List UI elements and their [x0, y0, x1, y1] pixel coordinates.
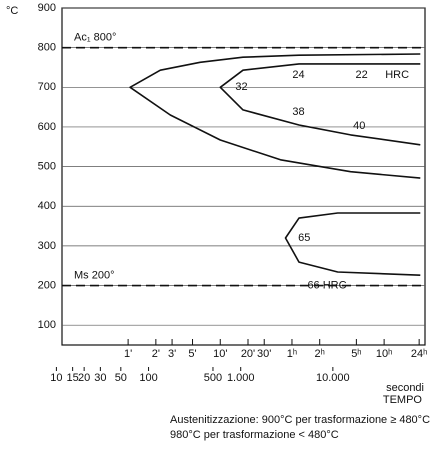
x-tick-label: 50 — [115, 372, 127, 384]
x-tick-label: 15 — [67, 372, 79, 384]
annotation: 40 — [353, 120, 365, 132]
x-tick-label: 2' — [152, 348, 160, 360]
y-tick-label: 600 — [38, 121, 56, 133]
y-tick-label: 100 — [38, 319, 56, 331]
note: 980°C per trasformazione < 480°C — [170, 429, 339, 441]
annotation: HRC — [385, 69, 409, 81]
x-tick-label: 24ʰ — [411, 348, 427, 360]
x-tick-label: 10 — [50, 372, 62, 384]
y-axis-label: °C — [6, 5, 18, 17]
annotation: 24 — [292, 69, 304, 81]
y-tick-label: 700 — [38, 81, 56, 93]
plot-frame — [61, 7, 426, 346]
x-tick-label: 5' — [188, 348, 196, 360]
x-tick-label: 10ʰ — [376, 348, 392, 360]
x-tick-label: 20' — [241, 348, 255, 360]
x-axis-title: TEMPO — [383, 394, 423, 406]
curve — [129, 53, 421, 179]
annotation: 38 — [292, 106, 304, 118]
x-tick-label: 10.000 — [316, 372, 350, 384]
y-tick-label: 400 — [38, 200, 56, 212]
annotation: 65 — [298, 232, 310, 244]
curve — [284, 212, 421, 276]
x-axis-label: secondi — [386, 382, 424, 394]
x-tick-label: 20 — [78, 372, 90, 384]
reference-label: Ac₁ 800° — [74, 32, 116, 44]
x-tick-label: 100 — [139, 372, 157, 384]
annotation: 22 — [355, 69, 367, 81]
x-tick-label: 1ʰ — [287, 348, 297, 360]
curve — [219, 63, 421, 146]
reference-label: Ms 200° — [74, 269, 114, 281]
y-tick-label: 900 — [38, 2, 56, 14]
x-tick-label: 10' — [213, 348, 227, 360]
y-tick-label: 300 — [38, 240, 56, 252]
x-tick-label: 30' — [257, 348, 271, 360]
x-tick-label: 30 — [94, 372, 106, 384]
x-tick-label: 2ʰ — [315, 348, 325, 360]
annotation: 32 — [235, 81, 247, 93]
x-tick-label: 500 — [204, 372, 222, 384]
x-tick-label: 3' — [168, 348, 176, 360]
y-tick-label: 500 — [38, 160, 56, 172]
y-tick-label: 200 — [38, 279, 56, 291]
annotation: 66 HRC — [307, 279, 346, 291]
x-tick-label: 1' — [124, 348, 132, 360]
y-tick-label: 800 — [38, 42, 56, 54]
note: Austenitizzazione: 900°C per trasformazi… — [170, 414, 430, 426]
x-tick-label: 5ʰ — [351, 348, 361, 360]
x-tick-label: 1.000 — [227, 372, 255, 384]
